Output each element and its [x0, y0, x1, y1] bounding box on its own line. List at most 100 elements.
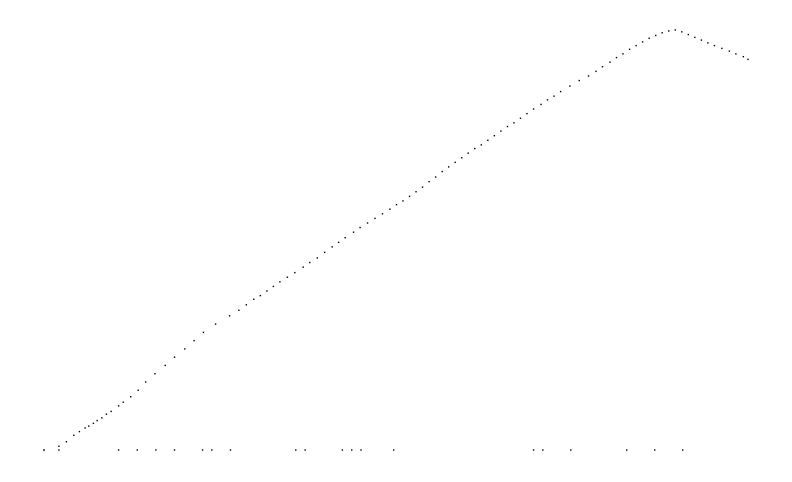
- scatter-point: [540, 103, 542, 106]
- scatter-point: [415, 191, 417, 193]
- scatter-point: [58, 449, 60, 451]
- scatter-point: [587, 75, 590, 77]
- scatter-point: [628, 48, 631, 51]
- scatter-point: [58, 445, 60, 447]
- scatter-point: [648, 37, 650, 39]
- scatter-point: [331, 246, 333, 248]
- scatter-point: [447, 166, 450, 168]
- scatter-point: [569, 85, 571, 87]
- scatter-point: [136, 449, 138, 451]
- scatter-point: [105, 413, 108, 415]
- scatter-point: [681, 449, 684, 451]
- scatter-point: [238, 309, 240, 312]
- scatter-point: [88, 425, 90, 427]
- scatter-point: [687, 33, 689, 36]
- scatter-point: [559, 90, 562, 93]
- scatter-point: [578, 79, 580, 82]
- scatter-point: [65, 441, 68, 443]
- scatter-point: [184, 348, 186, 350]
- scatter-point: [360, 449, 362, 451]
- scatter-point: [253, 298, 255, 300]
- scatter-point: [532, 449, 535, 451]
- scatter-point: [229, 449, 232, 451]
- scatter-point: [674, 29, 676, 31]
- scatter-point: [352, 231, 355, 233]
- scatter-point: [122, 401, 124, 403]
- scatter-point: [279, 281, 281, 283]
- scatter-point: [635, 44, 637, 47]
- scatter-point: [700, 39, 703, 41]
- scatter-point: [626, 449, 628, 451]
- scatter-point: [654, 449, 656, 451]
- scatter-point: [493, 134, 496, 137]
- scatter-point: [359, 226, 361, 229]
- scatter-point: [337, 241, 340, 244]
- scatter-point: [101, 417, 103, 419]
- scatter-point: [513, 122, 515, 124]
- scatter-point: [402, 200, 404, 202]
- scatter-point: [294, 271, 296, 274]
- scatter-point: [389, 208, 391, 210]
- scatter-point: [164, 364, 166, 367]
- series-1: [43, 29, 749, 451]
- scatter-point: [211, 449, 213, 451]
- scatter-point: [661, 32, 663, 34]
- scatter-point: [713, 44, 716, 47]
- scatter-point: [193, 339, 195, 342]
- scatter-point: [144, 381, 147, 383]
- scatter-point: [201, 449, 204, 451]
- scatter-point: [155, 449, 157, 451]
- scatter-point: [747, 58, 749, 61]
- scatter-point: [601, 66, 604, 68]
- scatter-point: [374, 217, 376, 220]
- scatter-point: [506, 125, 509, 128]
- scatter-point: [259, 294, 262, 297]
- scatter-point: [668, 30, 670, 32]
- scatter-point: [272, 285, 275, 288]
- scatter-point: [202, 331, 205, 334]
- scatter-point: [228, 315, 231, 317]
- scatter-point: [130, 396, 132, 398]
- scatter-point: [615, 56, 618, 59]
- scatter-point: [96, 419, 98, 422]
- scatter-point: [309, 261, 311, 264]
- scatter-point: [302, 266, 304, 268]
- scatter-point: [526, 112, 528, 115]
- scatter-point: [381, 213, 384, 215]
- scatter-point: [707, 42, 709, 44]
- scatter-point: [173, 356, 176, 358]
- scatter-point: [295, 449, 297, 451]
- scatter-point: [441, 170, 443, 173]
- scatter-point: [474, 147, 476, 150]
- scatter-point: [542, 449, 544, 451]
- scatter-point: [173, 449, 176, 451]
- scatter-point: [323, 251, 326, 254]
- scatter-point: [245, 304, 248, 306]
- scatter-point: [408, 195, 411, 198]
- scatter-point: [421, 186, 424, 188]
- scatter-point: [154, 373, 156, 375]
- scatter-point: [92, 422, 95, 425]
- scatter-point: [78, 430, 81, 433]
- scatter-point: [304, 449, 306, 451]
- scatter-point: [480, 144, 483, 146]
- scatter-point: [546, 99, 549, 101]
- scatter-point: [266, 290, 268, 292]
- scatter-point: [286, 276, 289, 278]
- scatter-point: [655, 34, 657, 37]
- scatter-point: [622, 53, 624, 55]
- scatter-point: [694, 36, 696, 39]
- scatter-point: [117, 449, 120, 451]
- scatter-point: [461, 157, 463, 159]
- scatter-point: [595, 70, 597, 73]
- scatter-point: [532, 108, 535, 110]
- scatter-point: [519, 117, 522, 119]
- scatter-point: [454, 161, 456, 164]
- scatter-point: [137, 389, 139, 391]
- scatter-point: [341, 449, 344, 451]
- scatter-point: [316, 257, 318, 259]
- scatter-point: [500, 130, 502, 132]
- scatter-point: [351, 449, 353, 451]
- scatter-point: [609, 61, 611, 63]
